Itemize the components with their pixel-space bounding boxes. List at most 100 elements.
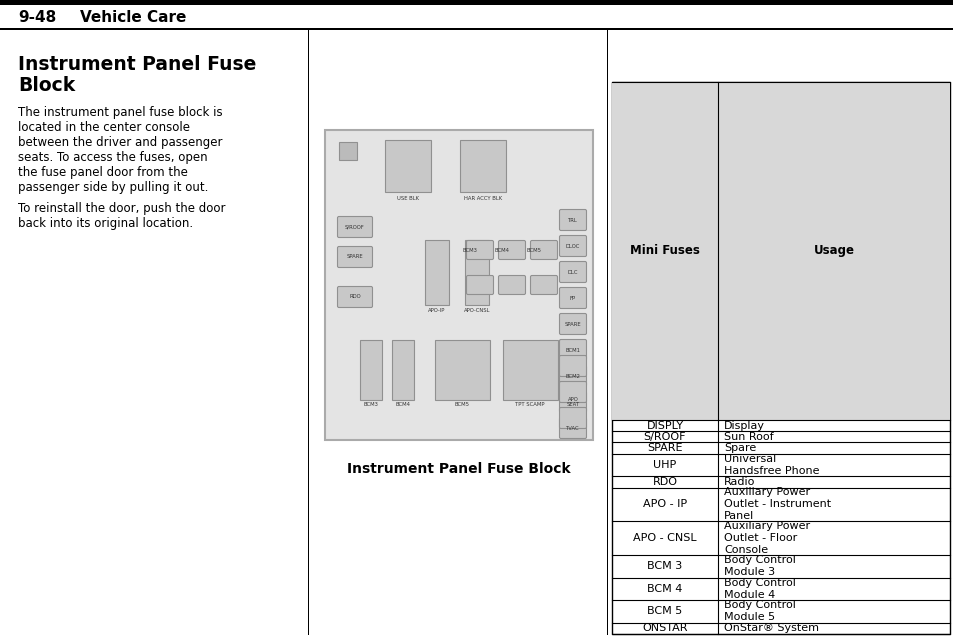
FancyBboxPatch shape	[337, 216, 372, 237]
Bar	[385, 140, 431, 192]
Text: RDO: RDO	[652, 477, 677, 487]
Text: Outlet - Floor: Outlet - Floor	[723, 533, 797, 543]
Text: BCM5: BCM5	[454, 403, 469, 408]
Text: Body Control: Body Control	[723, 600, 795, 611]
Text: BCM4: BCM4	[395, 403, 410, 408]
Text: Sun Roof: Sun Roof	[723, 432, 773, 442]
Text: APO-CNSL: APO-CNSL	[463, 308, 490, 313]
Text: TRL: TRL	[568, 218, 578, 223]
Text: Auxiliary Power: Auxiliary Power	[723, 521, 809, 531]
Text: ONSTAR: ONSTAR	[641, 623, 687, 634]
Text: passenger side by pulling it out.: passenger side by pulling it out.	[18, 181, 208, 194]
Bar	[612, 82, 949, 420]
Text: Usage: Usage	[813, 244, 854, 258]
Text: SPARE: SPARE	[564, 322, 580, 327]
Bar	[0, 28, 953, 30]
FancyBboxPatch shape	[558, 288, 586, 309]
Text: Console: Console	[723, 545, 767, 555]
Text: BCM3: BCM3	[462, 248, 476, 253]
Text: 9-48: 9-48	[18, 10, 56, 26]
Text: BCM 4: BCM 4	[647, 584, 682, 594]
Text: Radio: Radio	[723, 477, 755, 487]
Text: UHP: UHP	[653, 460, 676, 470]
Text: seats. To access the fuses, open: seats. To access the fuses, open	[18, 151, 208, 164]
FancyBboxPatch shape	[558, 209, 586, 230]
Text: Body Control: Body Control	[723, 578, 795, 588]
Text: BCM5: BCM5	[526, 248, 541, 253]
FancyBboxPatch shape	[466, 276, 493, 295]
Bar	[325, 130, 593, 440]
Text: back into its original location.: back into its original location.	[18, 217, 193, 230]
Text: Module 4: Module 4	[723, 590, 775, 600]
FancyBboxPatch shape	[498, 241, 525, 260]
Text: Handsfree Phone: Handsfree Phone	[723, 466, 819, 476]
Text: Block: Block	[18, 76, 75, 95]
Text: To reinstall the door, push the door: To reinstall the door, push the door	[18, 202, 225, 215]
Bar	[502, 340, 558, 400]
Text: SPARE: SPARE	[646, 443, 682, 453]
Text: DISPLY: DISPLY	[646, 420, 683, 431]
Bar	[464, 240, 489, 305]
Bar	[359, 340, 381, 400]
Text: Vehicle Care: Vehicle Care	[80, 10, 186, 26]
Bar	[612, 82, 949, 634]
Text: Spare: Spare	[723, 443, 756, 453]
FancyBboxPatch shape	[558, 392, 586, 413]
Text: The instrument panel fuse block is: The instrument panel fuse block is	[18, 106, 222, 119]
Text: APO - IP: APO - IP	[642, 500, 686, 510]
Text: Instrument Panel Fuse Block: Instrument Panel Fuse Block	[347, 462, 570, 476]
Text: OnStar® System: OnStar® System	[723, 623, 818, 634]
FancyBboxPatch shape	[498, 276, 525, 295]
Text: HAR ACCY BLK: HAR ACCY BLK	[463, 195, 501, 200]
Text: TVAC: TVAC	[565, 426, 579, 431]
FancyBboxPatch shape	[337, 246, 372, 267]
Bar	[606, 30, 608, 635]
Text: BCM3: BCM3	[363, 403, 378, 408]
Text: BCM1: BCM1	[565, 348, 579, 353]
Text: DLOC: DLOC	[565, 244, 579, 248]
Text: the fuse panel door from the: the fuse panel door from the	[18, 166, 188, 179]
Text: USE BLK: USE BLK	[396, 195, 418, 200]
Text: Auxiliary Power: Auxiliary Power	[723, 487, 809, 498]
FancyBboxPatch shape	[558, 262, 586, 283]
FancyBboxPatch shape	[466, 241, 493, 260]
Bar	[338, 142, 356, 160]
Text: APO-IP: APO-IP	[428, 308, 445, 313]
Bar	[308, 30, 309, 635]
FancyBboxPatch shape	[558, 417, 586, 438]
FancyBboxPatch shape	[558, 366, 586, 387]
Bar	[459, 140, 505, 192]
Text: RDO: RDO	[349, 295, 360, 299]
Text: DLC: DLC	[567, 269, 578, 274]
FancyBboxPatch shape	[530, 276, 557, 295]
Text: Panel: Panel	[723, 512, 754, 521]
Text: APO - CNSL: APO - CNSL	[633, 533, 696, 543]
Text: Module 5: Module 5	[723, 612, 774, 623]
Bar	[0, 0, 953, 5]
Text: APO
SEAT: APO SEAT	[566, 397, 579, 408]
FancyBboxPatch shape	[558, 355, 586, 376]
FancyBboxPatch shape	[530, 241, 557, 260]
Text: BCM4: BCM4	[494, 248, 509, 253]
Text: TPT SCAMP: TPT SCAMP	[515, 403, 544, 408]
Text: Module 3: Module 3	[723, 567, 774, 577]
FancyBboxPatch shape	[558, 339, 586, 360]
Text: located in the center console: located in the center console	[18, 121, 190, 134]
Text: SPARE: SPARE	[346, 255, 363, 260]
Text: Outlet - Instrument: Outlet - Instrument	[723, 500, 830, 510]
FancyBboxPatch shape	[558, 382, 586, 403]
Bar	[424, 240, 449, 305]
Bar	[392, 340, 414, 400]
Text: Display: Display	[723, 420, 764, 431]
Text: BCM 5: BCM 5	[647, 607, 682, 616]
FancyBboxPatch shape	[558, 408, 586, 429]
FancyBboxPatch shape	[337, 286, 372, 308]
Text: Instrument Panel Fuse: Instrument Panel Fuse	[18, 55, 256, 74]
Text: BCM 3: BCM 3	[647, 561, 682, 572]
Text: FP: FP	[569, 295, 576, 300]
Text: S/ROOF: S/ROOF	[345, 225, 364, 230]
FancyBboxPatch shape	[558, 235, 586, 256]
Text: between the driver and passenger: between the driver and passenger	[18, 136, 222, 149]
Text: S/ROOF: S/ROOF	[643, 432, 685, 442]
FancyBboxPatch shape	[558, 313, 586, 334]
